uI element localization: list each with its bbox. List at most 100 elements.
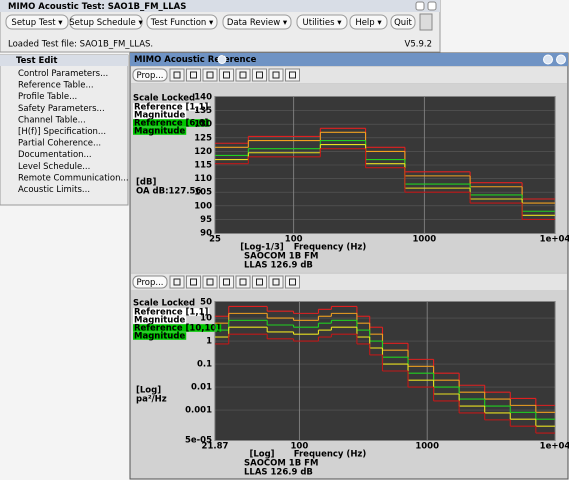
menu-item[interactable]: Acoustic Limits... bbox=[18, 185, 90, 195]
icon-glyph bbox=[190, 71, 197, 79]
prop-label[interactable]: Prop... bbox=[137, 71, 164, 81]
prop-button[interactable] bbox=[132, 68, 168, 82]
toolbar-icon[interactable] bbox=[186, 275, 201, 289]
toolbar-icon[interactable] bbox=[252, 68, 267, 82]
toolbar-icon[interactable] bbox=[285, 275, 300, 289]
menu-label[interactable]: Quit bbox=[394, 18, 412, 28]
menu-button[interactable] bbox=[69, 14, 143, 30]
menu-item[interactable]: Profile Table... bbox=[18, 92, 77, 102]
test-edit-title: Test Edit bbox=[16, 56, 57, 66]
legend-text: Magnitude bbox=[134, 127, 185, 137]
x-scale: [Log-1/3] bbox=[240, 243, 284, 253]
icon-glyph bbox=[206, 71, 214, 79]
y-tick-label: 135 bbox=[194, 106, 212, 116]
y-tick-label: 115 bbox=[194, 161, 212, 171]
legend-text: Reference [1,1] bbox=[134, 308, 208, 318]
menu-button[interactable] bbox=[146, 14, 218, 30]
x-tick-label: 1e+04 bbox=[540, 235, 569, 245]
x-tick-label: 100 bbox=[291, 442, 309, 452]
legend-box bbox=[133, 324, 222, 332]
y-tick-label: 0.1 bbox=[197, 360, 212, 370]
toolbar-icon[interactable] bbox=[219, 275, 234, 289]
window-title: MIMO Acoustic Test: SAO1B_FM_LLAS bbox=[8, 2, 186, 12]
close-button[interactable] bbox=[556, 54, 566, 65]
icon-glyph bbox=[256, 278, 263, 286]
menu-label[interactable]: Utilities ▾ bbox=[303, 18, 343, 28]
icon-glyph bbox=[289, 278, 296, 286]
toolbar-icon[interactable] bbox=[202, 275, 218, 289]
menu-item[interactable]: [H(f)] Specification... bbox=[18, 127, 106, 137]
y-tick-label: 120 bbox=[194, 147, 212, 157]
toolbar-icon[interactable] bbox=[169, 275, 185, 289]
y-tick-label: 1 bbox=[206, 337, 212, 347]
toolbar-icon[interactable] bbox=[219, 68, 234, 82]
menu-label[interactable]: Test Function ▾ bbox=[150, 18, 214, 28]
y-tick-label: 110 bbox=[194, 174, 212, 184]
x-tick-label: 1000 bbox=[412, 235, 436, 245]
icon-glyph bbox=[190, 278, 197, 286]
icon-glyph bbox=[206, 278, 214, 286]
toolbar-icon[interactable] bbox=[169, 68, 185, 82]
menu-label[interactable]: Setup Test ▾ bbox=[11, 18, 63, 28]
menu-item[interactable]: Level Schedule... bbox=[18, 162, 90, 172]
x-axis-label: Frequency (Hz) bbox=[294, 450, 367, 460]
icon-glyph bbox=[223, 71, 230, 79]
toolbar-icon[interactable] bbox=[202, 68, 218, 82]
test-edit-title-bar bbox=[0, 55, 128, 66]
menu-button[interactable] bbox=[349, 14, 388, 30]
icon-glyph bbox=[173, 278, 181, 286]
menu-item[interactable]: Safety Parameters... bbox=[18, 104, 105, 114]
prop-button[interactable] bbox=[132, 275, 168, 289]
menu-button[interactable] bbox=[5, 14, 69, 30]
minimize-button[interactable] bbox=[415, 1, 425, 11]
toolbar-icon[interactable] bbox=[186, 68, 201, 82]
toolbar-icon[interactable] bbox=[235, 68, 251, 82]
legend-box bbox=[133, 308, 210, 316]
menu-button[interactable] bbox=[390, 14, 416, 30]
y-unit: [Log] bbox=[136, 386, 161, 396]
icon-glyph bbox=[289, 71, 296, 79]
menu-label[interactable]: Help ▾ bbox=[355, 18, 382, 28]
icon-glyph bbox=[272, 278, 280, 286]
y-tick-label: 90 bbox=[200, 229, 212, 239]
x-tick-label: 21.87 bbox=[202, 442, 229, 452]
version: V5.9.2 bbox=[405, 40, 432, 50]
toolbar-icon[interactable] bbox=[285, 68, 300, 82]
menu-item[interactable]: Channel Table... bbox=[18, 115, 86, 125]
y-tick-label: 50 bbox=[200, 298, 212, 308]
test-edit-panel bbox=[0, 54, 129, 206]
legend-box bbox=[133, 111, 187, 119]
y-tick-label: 0.01 bbox=[191, 383, 212, 393]
menu-item[interactable]: Partial Coherence... bbox=[18, 139, 101, 149]
menu-label[interactable]: Data Review ▾ bbox=[227, 18, 288, 28]
status-text: Loaded Test file: SAO1B_FM_LLAS. bbox=[8, 40, 153, 50]
menu-button[interactable] bbox=[222, 14, 292, 30]
x-tick-label: 1e+04 bbox=[540, 442, 569, 452]
x-axis-label: Frequency (Hz) bbox=[294, 243, 367, 253]
indicator bbox=[419, 13, 433, 31]
minimize-button[interactable] bbox=[543, 54, 553, 65]
close-button[interactable] bbox=[427, 1, 437, 11]
menu-item[interactable]: Reference Table... bbox=[18, 81, 94, 91]
icon-glyph bbox=[239, 71, 247, 79]
menu-item[interactable]: Documentation... bbox=[18, 150, 92, 160]
y-tick-label: 140 bbox=[194, 93, 212, 103]
legend-text: Magnitude bbox=[134, 111, 185, 121]
menu-label[interactable]: Setup Schedule ▾ bbox=[69, 18, 143, 28]
legend-box bbox=[133, 316, 187, 324]
menu-button[interactable] bbox=[296, 14, 348, 30]
footer: SAOCOM 1B FM bbox=[244, 252, 318, 262]
toolbar-icon[interactable] bbox=[268, 275, 284, 289]
prop-label[interactable]: Prop... bbox=[137, 278, 164, 288]
window-menu-button[interactable] bbox=[217, 55, 227, 64]
toolbar-icon[interactable] bbox=[252, 275, 267, 289]
toolbar-icon[interactable] bbox=[235, 275, 251, 289]
toolbar-icon[interactable] bbox=[268, 68, 284, 82]
x-scale: [Log] bbox=[249, 450, 274, 460]
menu-item[interactable]: Control Parameters... bbox=[18, 69, 108, 79]
y-tick-label: 105 bbox=[194, 188, 212, 198]
y-tick-label: 0.001 bbox=[185, 406, 212, 416]
legend-text: Magnitude bbox=[134, 316, 185, 326]
legend-box bbox=[133, 103, 210, 111]
